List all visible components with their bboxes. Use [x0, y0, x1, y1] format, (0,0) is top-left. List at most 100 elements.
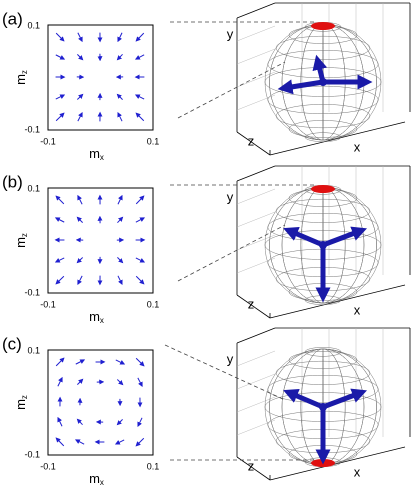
x-axis-label: mx	[89, 471, 104, 487]
field-arrow	[77, 111, 83, 122]
y-axis-label: mz	[13, 233, 29, 248]
y-tick-label: -0.1	[24, 449, 40, 459]
box-grid	[236, 419, 276, 436]
y-axis-label: mz	[13, 395, 29, 410]
panel-label: (b)	[2, 172, 23, 191]
field-arrow	[55, 32, 65, 42]
field-arrow	[135, 195, 145, 205]
pole-marker	[311, 185, 335, 193]
box-grid	[236, 396, 276, 413]
field-arrow	[76, 216, 83, 223]
y-axis-label: mz	[13, 70, 29, 85]
guide-line	[177, 224, 286, 282]
y-tick-label: 0.1	[27, 20, 40, 30]
field-arrow	[137, 417, 143, 428]
box-grid	[236, 257, 276, 274]
spin-arrow	[320, 388, 368, 410]
y-tick-label: 0.1	[27, 183, 40, 193]
y-axis-label-main: m	[13, 237, 28, 248]
field-arrow	[76, 257, 84, 264]
y-axis-label-main: m	[13, 399, 28, 410]
field-arrow	[77, 194, 83, 205]
spin-arrow	[320, 226, 368, 248]
box-grid	[236, 71, 276, 88]
field-arrow	[117, 194, 123, 205]
pole-marker	[311, 459, 335, 467]
field-arrow	[117, 32, 123, 43]
x-axis-3d: x	[354, 302, 361, 317]
sphere-latitude	[267, 213, 379, 242]
field-arrow	[74, 439, 85, 445]
field-arrow	[135, 357, 145, 367]
y-tick-label: -0.1	[24, 124, 40, 134]
y-tick-label: -0.1	[24, 287, 40, 297]
sphere-latitude	[267, 375, 379, 404]
y-axis-3d: y	[227, 26, 234, 41]
y-axis-3d: y	[227, 189, 234, 204]
box-edge	[236, 131, 271, 156]
box-edge	[269, 446, 406, 481]
field-arrow	[55, 275, 65, 285]
x-axis-label: mx	[89, 146, 104, 162]
box-grid	[236, 48, 276, 65]
field-arrow	[54, 257, 65, 263]
field-arrow	[55, 94, 66, 100]
field-arrow	[77, 275, 83, 286]
field-box	[47, 24, 154, 131]
y-axis-label-sub: z	[20, 233, 29, 237]
box-edge	[236, 456, 271, 481]
y-axis-label-sub: z	[20, 70, 29, 74]
field-arrow	[135, 275, 145, 285]
spin-arrow	[277, 79, 326, 95]
panel-label: (a)	[2, 9, 23, 28]
y-axis-3d: y	[227, 351, 234, 366]
x-tick-label: -0.1	[40, 136, 56, 146]
field-arrow	[77, 32, 83, 43]
spin-center	[319, 403, 327, 411]
box-edge	[269, 121, 406, 156]
field-box	[47, 349, 154, 456]
box-grid	[236, 188, 276, 205]
x-axis-label-main: m	[89, 309, 100, 324]
box-grid	[236, 211, 276, 228]
y-axis-label-main: m	[13, 74, 28, 85]
x-axis-label-main: m	[89, 146, 100, 161]
field-arrow	[115, 359, 126, 365]
field-arrow	[55, 357, 65, 367]
box-edge	[236, 2, 276, 19]
z-axis-3d: z	[248, 458, 255, 473]
field-arrow	[55, 195, 65, 205]
z-axis-3d: z	[248, 133, 255, 148]
x-tick-label: 0.1	[147, 136, 160, 146]
x-axis-label: mx	[89, 309, 104, 325]
field-arrow	[117, 257, 124, 264]
box-edge	[269, 284, 406, 319]
field-arrow	[117, 111, 123, 122]
x-tick-label: 0.1	[147, 461, 160, 471]
box-grid	[236, 94, 276, 111]
field-arrow	[116, 93, 123, 100]
spin-arrow	[283, 227, 326, 248]
spin-center	[319, 78, 327, 86]
box-grid	[236, 234, 276, 251]
field-arrow	[55, 437, 65, 447]
field-box	[47, 187, 154, 294]
field-arrow	[76, 418, 83, 426]
guide-line	[177, 61, 286, 119]
x-axis-label-sub: x	[100, 316, 104, 325]
box-grid	[236, 373, 276, 390]
field-arrow	[54, 217, 65, 223]
x-axis-label-sub: x	[100, 153, 104, 162]
field-arrow	[55, 54, 66, 60]
z-axis-3d: z	[248, 296, 255, 311]
field-arrow	[114, 439, 125, 445]
x-axis-label-main: m	[89, 471, 100, 486]
field-arrow	[117, 216, 124, 224]
field-arrow	[135, 257, 146, 263]
field-arrow	[116, 379, 124, 386]
field-arrow	[137, 377, 143, 388]
